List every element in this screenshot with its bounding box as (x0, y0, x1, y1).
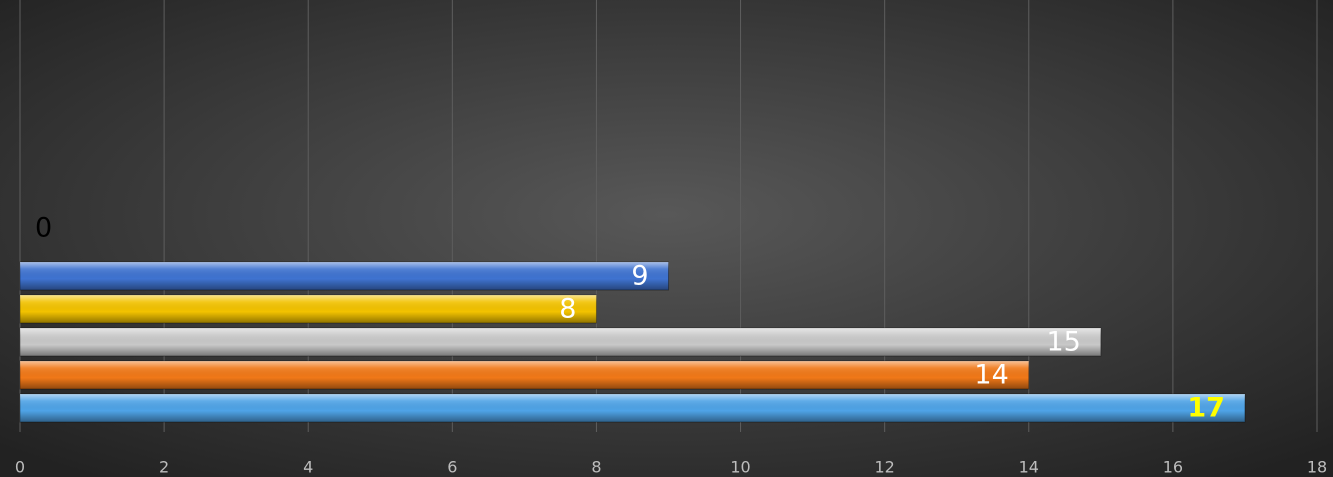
x-tick-label: 0 (15, 458, 25, 477)
x-tick-label: 10 (730, 458, 750, 477)
x-tick-label: 6 (447, 458, 457, 477)
data-label: 8 (559, 294, 576, 325)
data-label: 9 (631, 261, 648, 292)
bar-shine (20, 328, 1101, 356)
x-tick-label: 16 (1163, 458, 1183, 477)
x-tick-label: 4 (303, 458, 313, 477)
bar-shine (20, 262, 669, 290)
bar-shine (20, 295, 597, 323)
data-label: 14 (974, 360, 1008, 391)
data-label: 15 (1046, 327, 1080, 358)
bar-shine (20, 394, 1245, 422)
data-label: 0 (35, 213, 52, 244)
x-tick-label: 2 (159, 458, 169, 477)
x-tick-label: 18 (1307, 458, 1327, 477)
x-tick-label: 12 (874, 458, 894, 477)
bar-shine (20, 361, 1029, 389)
x-tick-label: 8 (591, 458, 601, 477)
data-label: 17 (1187, 393, 1225, 424)
x-tick-label: 14 (1019, 458, 1039, 477)
